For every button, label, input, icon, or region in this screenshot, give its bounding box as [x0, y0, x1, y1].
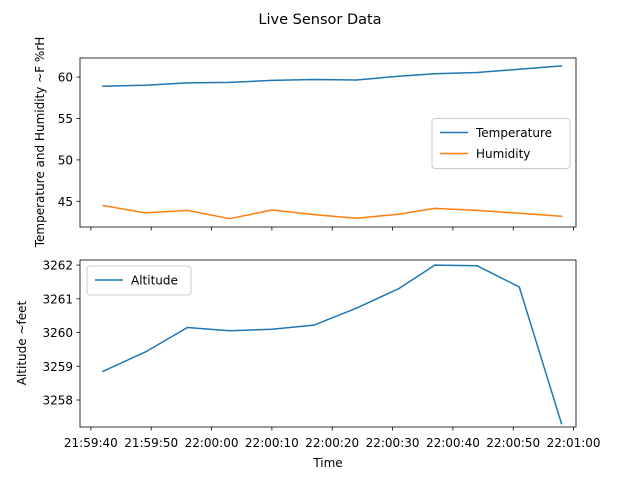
humidity-point — [271, 209, 273, 211]
altitude-point — [518, 286, 521, 288]
humidity-point — [355, 217, 358, 220]
y-tick-label: 3259 — [42, 360, 73, 374]
y-tick-label: 3262 — [42, 259, 73, 273]
y-tick-label: 60 — [58, 71, 73, 85]
chart-title: Live Sensor Data — [258, 12, 381, 28]
plot-frame — [79, 57, 577, 228]
top-subplot: Temperature and Humidity ~F %rH 45 50 55 60… — [33, 37, 577, 249]
humidity-point — [560, 215, 563, 217]
altitude-line — [102, 264, 563, 424]
legend-label: Humidity — [476, 147, 530, 161]
altitude-point — [397, 287, 400, 290]
humidity-point — [102, 204, 104, 207]
legend-label: Altitude — [131, 274, 178, 288]
altitude-point — [434, 264, 436, 266]
top-y-axis-label: Temperature and Humidity ~F %rH — [33, 37, 47, 249]
y-tick-label: 55 — [58, 112, 73, 126]
y-tick-label: 3258 — [42, 394, 73, 408]
altitude-point — [144, 351, 146, 353]
temperature-point — [271, 79, 273, 82]
temperature-line — [102, 65, 562, 87]
x-tick-label: 22:00:10 — [245, 436, 299, 450]
legend: Altitude — [86, 265, 192, 296]
temperature-point — [355, 79, 358, 81]
humidity-point — [313, 213, 315, 216]
humidity-point — [228, 217, 231, 220]
temperature-point — [102, 85, 104, 87]
x-axis-label: Time — [312, 456, 342, 470]
x-tick-label: 22:00:20 — [305, 436, 359, 450]
humidity-point — [144, 212, 146, 214]
legend: Temperature Humidity — [431, 118, 571, 169]
altitude-point — [271, 328, 273, 331]
temperature-point — [476, 71, 478, 74]
temperature-point — [186, 82, 189, 84]
altitude-point — [102, 370, 104, 373]
temperature-point — [518, 68, 521, 70]
humidity-point — [186, 209, 189, 212]
altitude-point — [355, 307, 358, 310]
humidity-line — [102, 204, 562, 220]
x-tick-label: 22:00:50 — [486, 436, 540, 450]
x-tick-label: 22:00:40 — [426, 436, 480, 450]
plot-frame — [79, 259, 577, 428]
altitude-point — [313, 324, 315, 326]
y-tick-label: 3261 — [42, 292, 73, 306]
bottom-y-axis-label: Altitude ~feet — [15, 300, 29, 385]
temperature-point — [144, 84, 146, 87]
altitude-point — [186, 326, 189, 329]
temperature-point — [560, 65, 563, 67]
y-tick-label: 50 — [58, 153, 73, 167]
altitude-point — [476, 264, 478, 267]
x-tick-label: 22:00:30 — [366, 436, 420, 450]
temperature-point — [313, 78, 315, 81]
humidity-point — [434, 207, 436, 210]
humidity-point — [518, 212, 521, 215]
x-tick-label: 22:01:00 — [547, 436, 601, 450]
x-tick-label: 22:00:00 — [185, 436, 239, 450]
y-tick-label: 45 — [58, 195, 73, 209]
humidity-point — [397, 213, 400, 215]
x-tick-label: 21:59:40 — [64, 436, 118, 450]
altitude-point — [560, 422, 563, 425]
altitude-point — [228, 330, 231, 332]
bottom-subplot: Altitude ~feet 3258 3259 3260 3261 3262 21:59… — [15, 259, 601, 450]
legend-frame — [431, 118, 571, 169]
y-tick-label: 3260 — [42, 326, 73, 340]
temperature-point — [228, 81, 231, 84]
humidity-point — [476, 209, 478, 212]
temperature-point — [397, 75, 400, 77]
legend-frame — [86, 265, 192, 296]
x-tick-label: 21:59:50 — [124, 436, 178, 450]
legend-label: Temperature — [475, 126, 552, 140]
temperature-point — [434, 72, 436, 75]
